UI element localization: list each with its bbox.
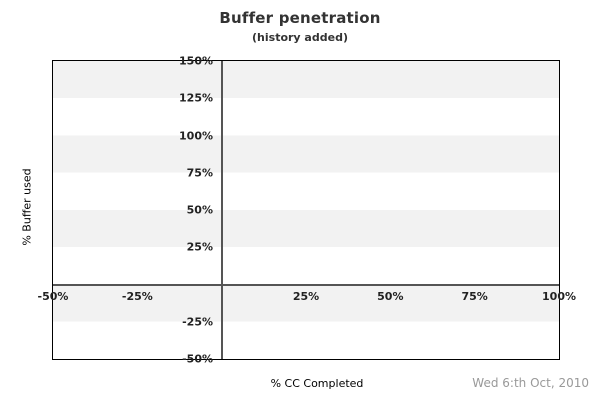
x-tick-label: -25%	[121, 290, 153, 303]
y-tick-label: 100%	[179, 129, 213, 142]
x-tick-label: 50%	[377, 290, 404, 303]
x-tick-label: 75%	[461, 290, 488, 303]
y-tick-label: 125%	[179, 91, 213, 105]
chart-title: Buffer penetration	[219, 9, 381, 27]
x-axis-title: % CC Completed	[270, 377, 364, 390]
y-tick-label: -25%	[182, 315, 213, 329]
y-tick-label: 50%	[186, 203, 213, 217]
y-tick-label: 25%	[186, 240, 213, 254]
y-tick-label: -50%	[182, 352, 213, 366]
x-tick-label: -50%	[37, 290, 69, 303]
y-tick-label: 75%	[186, 166, 213, 180]
plot-area: 150% 125% 100% 75% 50% 25% -25% -50% -50% -25% 25…	[38, 56, 576, 365]
y-axis-zero-line	[220, 61, 223, 359]
date-label: Wed 6:th Oct, 2010	[472, 376, 589, 390]
y-axis-title: % Buffer used	[20, 168, 34, 246]
chart-subtitle: (history added)	[252, 31, 348, 44]
x-tick-label: 100%	[542, 290, 576, 303]
y-tick-label: 150%	[179, 54, 213, 68]
x-tick-label: 25%	[292, 290, 320, 303]
x-axis-zero-line	[53, 283, 559, 286]
